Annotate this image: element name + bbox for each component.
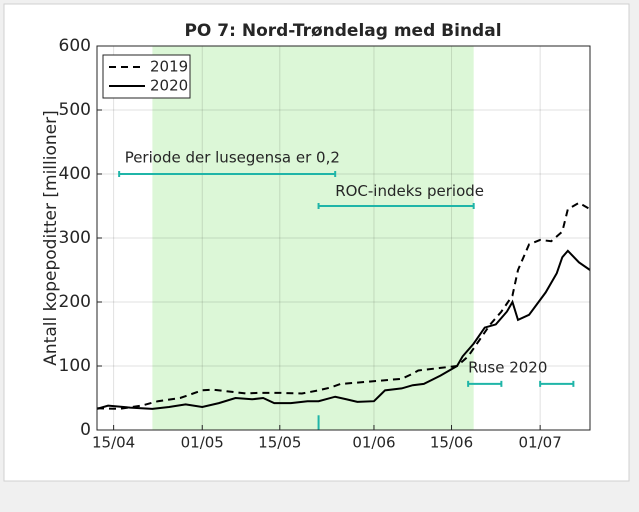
chart-title: PO 7: Nord-Trøndelag med Bindal bbox=[184, 21, 501, 41]
period-bar bbox=[118, 171, 337, 177]
shaded-region bbox=[152, 46, 474, 430]
period-bar bbox=[317, 203, 475, 209]
annotation: Ruse 2020 bbox=[468, 358, 547, 376]
legend-label: 2019 bbox=[150, 58, 188, 76]
axes-box bbox=[96, 45, 591, 431]
y-tick-label: 100 bbox=[59, 356, 91, 376]
annotation: Periode der lusegensa er 0,2 bbox=[125, 149, 340, 167]
x-tick-label: 01/07 bbox=[519, 434, 562, 452]
y-tick-label: 0 bbox=[80, 420, 91, 440]
y-tick-label: 400 bbox=[59, 164, 91, 184]
series-line bbox=[96, 249, 591, 410]
y-tick-label: 200 bbox=[59, 292, 91, 312]
legend-label: 2020 bbox=[150, 77, 188, 95]
y-tick-label: 500 bbox=[59, 100, 91, 120]
y-tick-label: 300 bbox=[59, 228, 91, 248]
period-bar bbox=[467, 380, 503, 387]
x-tick-label: 01/05 bbox=[181, 434, 224, 452]
period-bar bbox=[539, 380, 575, 387]
legend-box bbox=[102, 54, 191, 99]
x-tick-label: 15/04 bbox=[92, 434, 135, 452]
y-tick-label: 600 bbox=[59, 36, 91, 56]
x-tick-label: 15/06 bbox=[430, 434, 473, 452]
annotation: ROC-indeks periode bbox=[335, 182, 484, 200]
x-tick-label: 15/05 bbox=[258, 434, 301, 452]
x-tick-label: 01/06 bbox=[352, 434, 395, 452]
y-axis-label: Antall kopepoditter [millioner] bbox=[41, 110, 61, 365]
